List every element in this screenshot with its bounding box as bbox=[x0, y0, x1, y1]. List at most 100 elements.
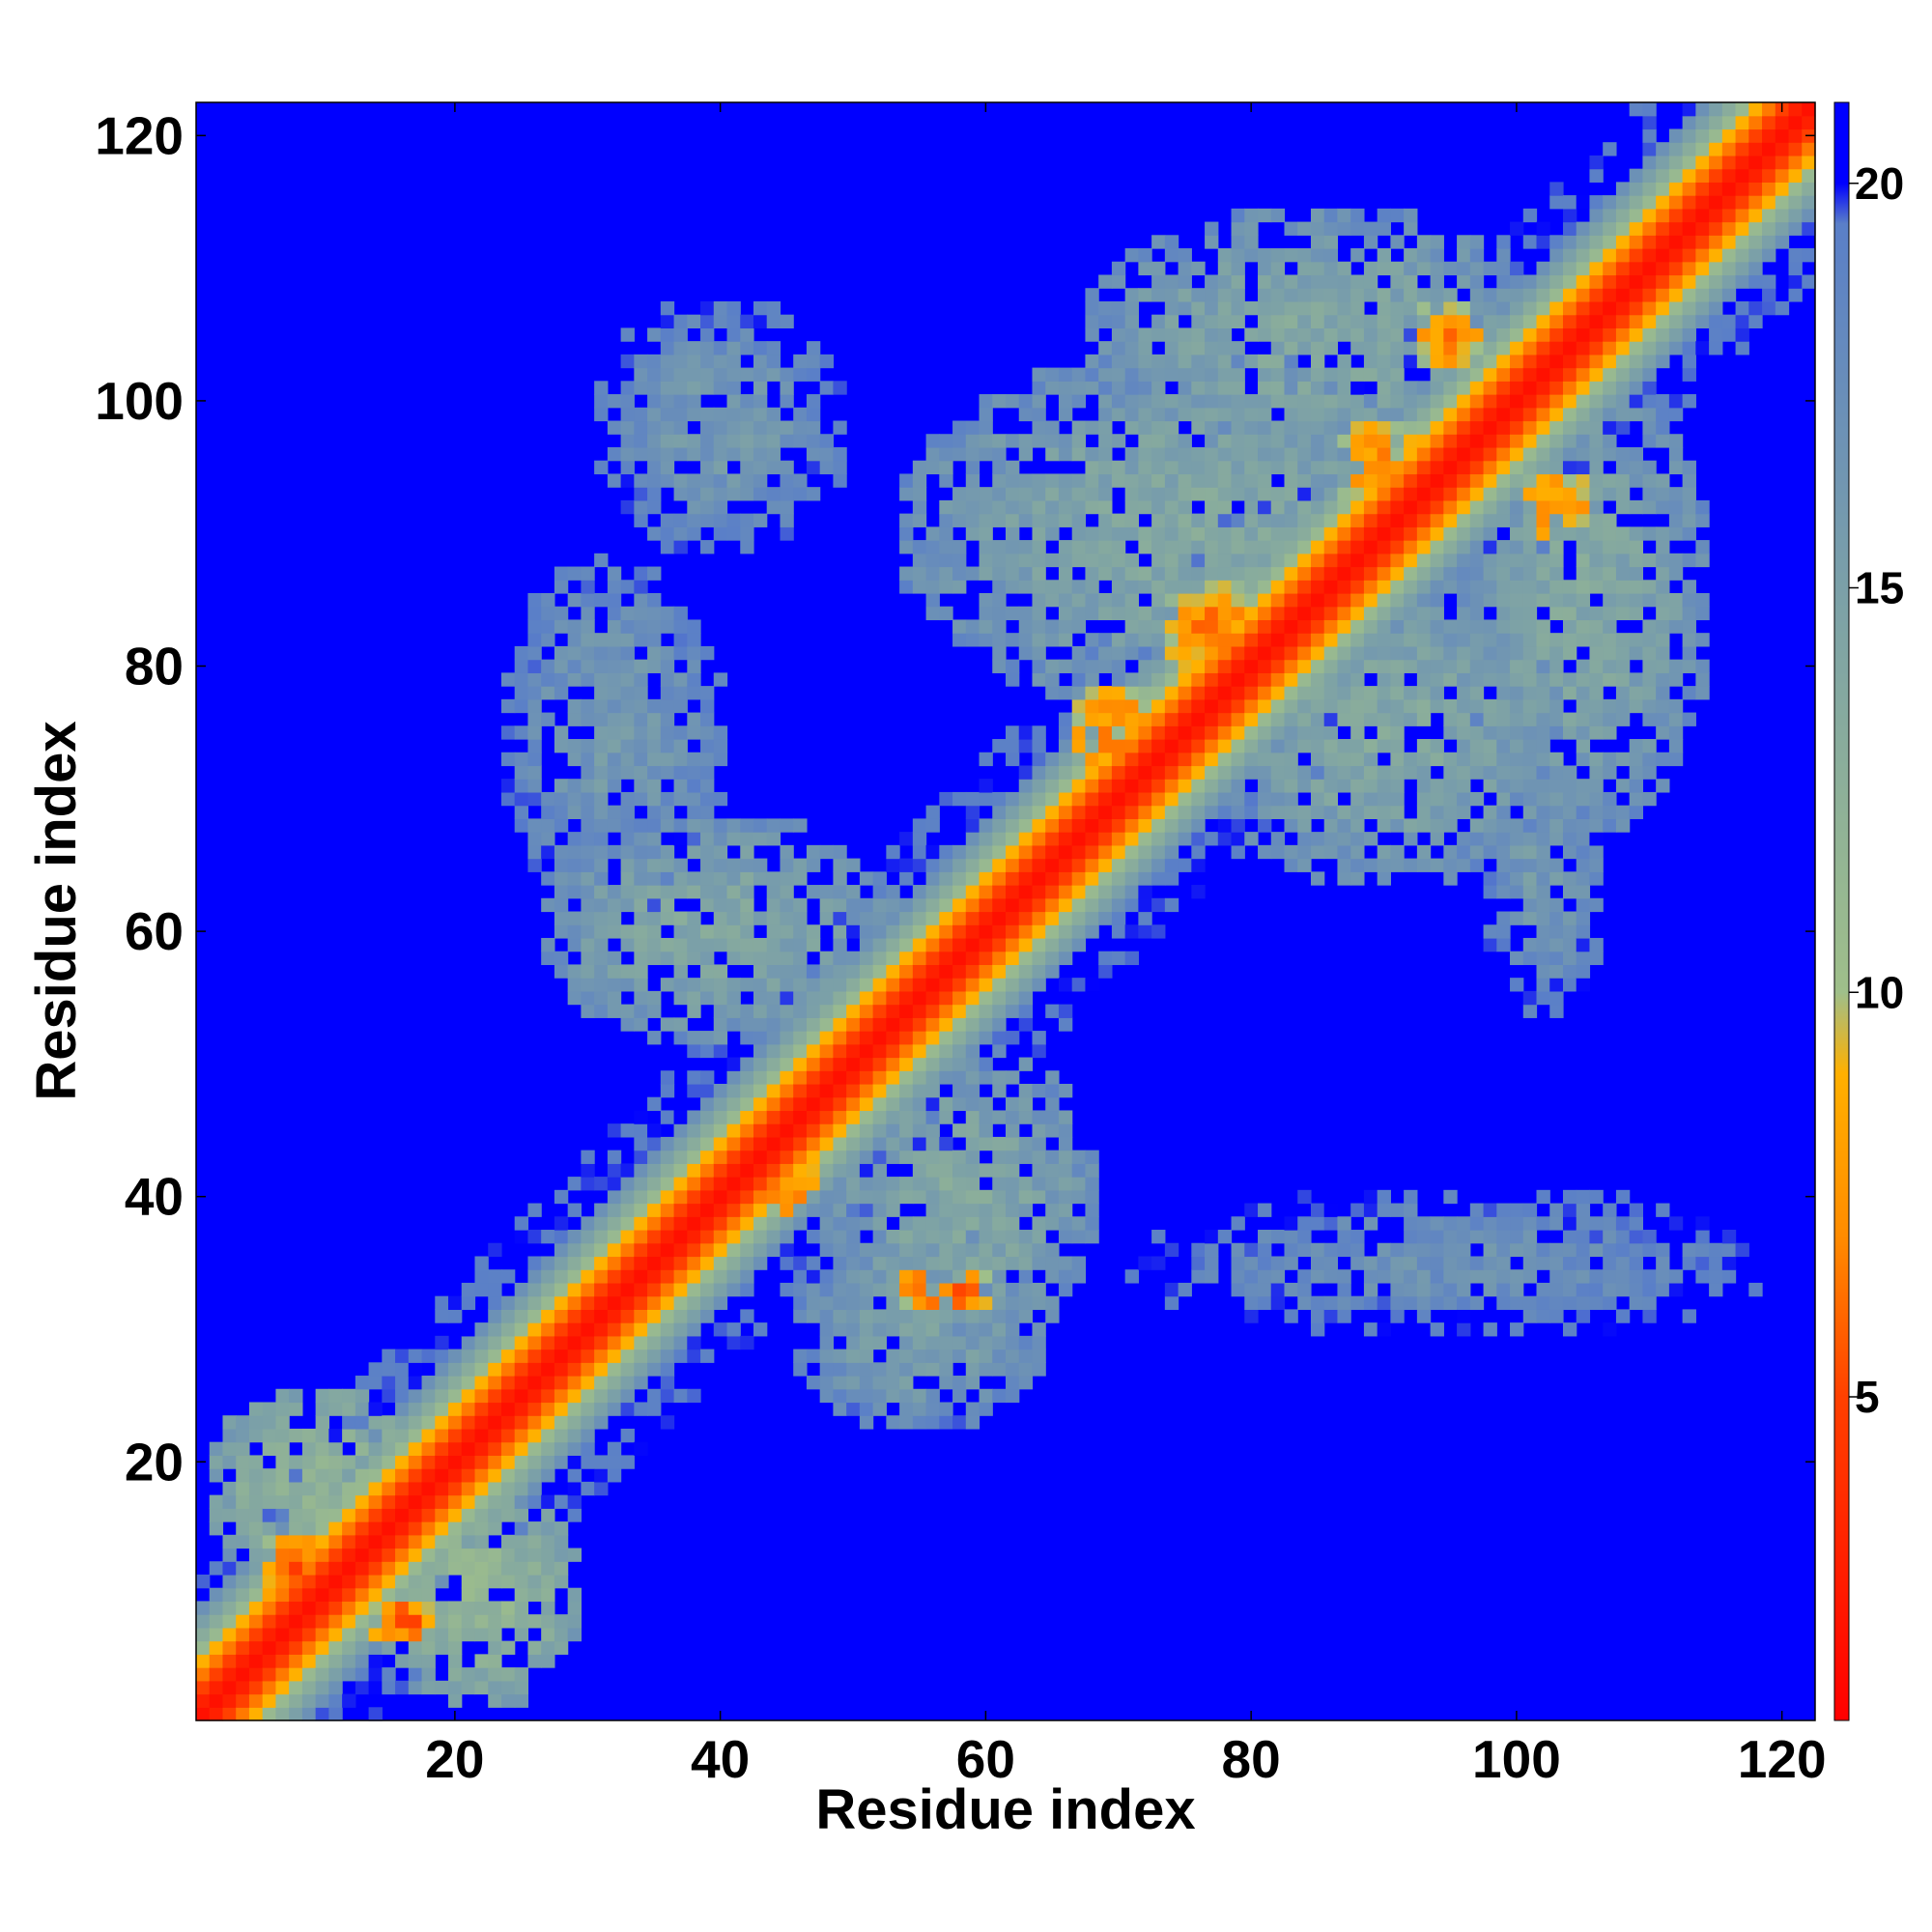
heatmap-cell bbox=[474, 1402, 489, 1416]
heatmap-cell bbox=[673, 1335, 688, 1350]
heatmap-cell bbox=[1363, 606, 1378, 621]
heatmap-cell bbox=[1258, 1230, 1272, 1244]
heatmap-cell bbox=[236, 1428, 250, 1443]
heatmap-cell bbox=[1469, 686, 1485, 700]
heatmap-cell bbox=[992, 990, 1007, 1006]
heatmap-cell bbox=[448, 1667, 463, 1682]
heatmap-cell bbox=[1510, 526, 1524, 541]
heatmap-cell bbox=[541, 1376, 555, 1390]
heatmap-cell bbox=[1496, 633, 1511, 647]
heatmap-cell bbox=[846, 1402, 861, 1416]
heatmap-cell bbox=[1536, 937, 1550, 952]
heatmap-cell bbox=[1363, 407, 1378, 422]
heatmap-cell bbox=[421, 1428, 436, 1443]
heatmap-cell bbox=[912, 858, 927, 872]
heatmap-cell bbox=[1469, 407, 1485, 422]
heatmap-cell bbox=[1337, 619, 1351, 634]
heatmap-cell bbox=[435, 1640, 449, 1655]
heatmap-cell bbox=[899, 1309, 914, 1323]
heatmap-cell bbox=[474, 1548, 489, 1562]
heatmap-cell bbox=[1377, 394, 1391, 409]
heatmap-cell bbox=[726, 1335, 741, 1350]
heatmap-cell bbox=[1603, 341, 1617, 355]
heatmap-cell bbox=[1151, 924, 1166, 939]
heatmap-cell bbox=[979, 420, 993, 435]
heatmap-cell bbox=[541, 1614, 555, 1629]
heatmap-cell bbox=[382, 1481, 396, 1496]
heatmap-cell bbox=[899, 1083, 914, 1098]
heatmap-cell bbox=[634, 659, 648, 673]
heatmap-cell bbox=[793, 473, 808, 488]
heatmap-cell bbox=[1071, 911, 1087, 925]
heatmap-cell bbox=[673, 314, 688, 328]
heatmap-cell bbox=[1191, 487, 1206, 501]
heatmap-cell bbox=[726, 1150, 741, 1164]
heatmap-cell bbox=[939, 1096, 953, 1112]
heatmap-cell bbox=[1390, 779, 1405, 793]
heatmap-cell bbox=[1164, 725, 1179, 740]
heatmap-cell bbox=[1443, 487, 1458, 501]
heatmap-cell bbox=[687, 951, 701, 966]
heatmap-cell bbox=[1018, 513, 1034, 527]
heatmap-cell bbox=[1337, 765, 1351, 780]
heatmap-cell bbox=[1469, 526, 1485, 541]
heatmap-cell bbox=[965, 566, 980, 581]
heatmap-cell bbox=[1576, 951, 1591, 966]
heatmap-cell bbox=[700, 885, 715, 899]
heatmap-cell bbox=[1205, 407, 1219, 422]
heatmap-cell bbox=[541, 1534, 555, 1549]
heatmap-cell bbox=[912, 473, 927, 488]
heatmap-cell bbox=[1191, 592, 1206, 608]
heatmap-cell bbox=[1244, 712, 1259, 726]
heatmap-cell bbox=[1006, 1309, 1020, 1323]
heatmap-cell bbox=[912, 1415, 927, 1430]
heatmap-cell bbox=[1337, 540, 1351, 554]
heatmap-cell bbox=[328, 1441, 343, 1457]
heatmap-cell bbox=[1430, 314, 1444, 328]
heatmap-cell bbox=[620, 739, 635, 753]
heatmap-cell bbox=[581, 1269, 595, 1284]
heatmap-cell bbox=[1045, 1070, 1060, 1085]
heatmap-cell bbox=[753, 1163, 768, 1178]
heatmap-cell bbox=[806, 434, 821, 448]
heatmap-cell bbox=[833, 1057, 847, 1071]
heatmap-cell bbox=[1297, 1295, 1312, 1310]
heatmap-cell bbox=[687, 937, 701, 952]
heatmap-cell bbox=[793, 1096, 808, 1112]
heatmap-cell bbox=[992, 818, 1007, 833]
heatmap-cell bbox=[634, 1376, 648, 1390]
heatmap-cell bbox=[700, 540, 715, 554]
heatmap-cell bbox=[421, 1561, 436, 1576]
heatmap-cell bbox=[833, 1242, 847, 1258]
heatmap-cell bbox=[1469, 513, 1485, 527]
heatmap-cell bbox=[554, 739, 569, 753]
heatmap-cell bbox=[567, 592, 582, 608]
heatmap-cell bbox=[925, 871, 940, 886]
heatmap-cell bbox=[567, 1177, 582, 1191]
heatmap-cell bbox=[965, 1295, 980, 1310]
heatmap-cell bbox=[1589, 367, 1604, 382]
heatmap-cell bbox=[315, 1402, 329, 1416]
heatmap-cell bbox=[687, 885, 701, 899]
heatmap-cell bbox=[992, 739, 1007, 753]
heatmap-cell bbox=[979, 1110, 993, 1124]
heatmap-cell bbox=[660, 1136, 675, 1151]
heatmap-cell bbox=[925, 937, 940, 952]
heatmap-cell bbox=[408, 1455, 423, 1469]
heatmap-cell bbox=[474, 1376, 489, 1390]
heatmap-cell bbox=[554, 566, 569, 581]
heatmap-cell bbox=[1178, 818, 1192, 833]
heatmap-cell bbox=[1323, 739, 1339, 753]
heatmap-cell bbox=[1562, 235, 1577, 249]
heatmap-cell bbox=[1178, 499, 1192, 515]
heatmap-cell bbox=[541, 1362, 555, 1377]
heatmap-cell bbox=[1018, 1295, 1034, 1310]
heatmap-cell bbox=[594, 1481, 609, 1496]
heatmap-cell bbox=[1457, 1230, 1471, 1244]
heatmap-cell bbox=[1430, 434, 1444, 448]
heatmap-cell bbox=[1270, 712, 1286, 726]
heatmap-cell bbox=[448, 1468, 463, 1483]
heatmap-cell bbox=[1231, 261, 1245, 276]
heatmap-cell bbox=[567, 1322, 582, 1337]
heatmap-cell bbox=[1191, 553, 1206, 568]
